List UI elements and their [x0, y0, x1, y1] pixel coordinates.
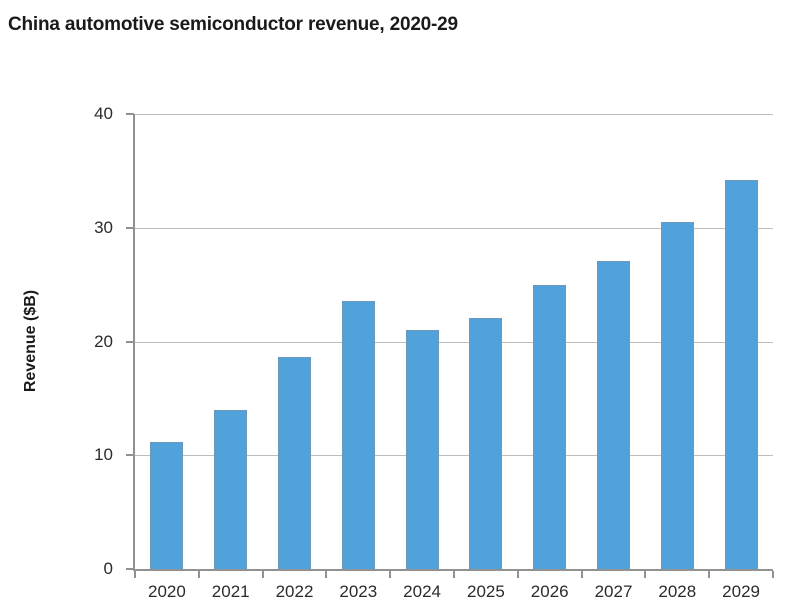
- x-tick-label-2024: 2024: [403, 582, 441, 601]
- x-tick-label-2026: 2026: [530, 582, 569, 601]
- gridline-20: [135, 341, 773, 343]
- bar-2024: [405, 330, 439, 569]
- y-tick-mark-40: [126, 113, 134, 115]
- bar-2021: [214, 409, 248, 570]
- bar-2020: [150, 441, 184, 569]
- bar-2023: [341, 300, 375, 569]
- gridline-30: [135, 227, 773, 229]
- y-tick-label-20: 20: [94, 331, 113, 351]
- x-tick-mark-5: [453, 571, 455, 578]
- gridline-40: [135, 114, 773, 115]
- bar-2022: [278, 357, 311, 569]
- y-axis-title: Revenue ($B): [22, 289, 39, 393]
- x-tick-mark-0: [134, 571, 136, 578]
- x-tick-mark-7: [580, 571, 583, 578]
- bar-2029: [724, 180, 758, 569]
- x-tick-label-2029: 2029: [722, 582, 760, 601]
- x-tick-mark-9: [708, 571, 711, 578]
- bar-2026: [533, 284, 567, 569]
- x-tick-label-2022: 2022: [275, 582, 314, 601]
- y-tick-mark-20: [126, 340, 134, 343]
- x-axis-line: [133, 569, 773, 571]
- chart-title: China automotive semiconductor revenue, …: [8, 14, 458, 35]
- y-tick-label-40: 40: [94, 104, 113, 123]
- x-tick-mark-6: [516, 571, 519, 578]
- x-tick-mark-4: [389, 571, 392, 578]
- y-tick-label-10: 10: [94, 445, 113, 465]
- y-tick-mark-10: [126, 454, 134, 457]
- bar-2027: [597, 260, 630, 569]
- x-tick-mark-10: [772, 571, 774, 578]
- x-tick-label-2020: 2020: [147, 582, 186, 601]
- y-tick-label-0: 0: [103, 559, 113, 578]
- bar-2025: [469, 317, 503, 569]
- x-tick-mark-1: [197, 571, 200, 578]
- gridline-10: [135, 455, 773, 457]
- x-tick-label-2027: 2027: [594, 582, 633, 601]
- x-tick-mark-3: [325, 571, 328, 578]
- x-tick-label-2028: 2028: [658, 582, 697, 601]
- x-tick-mark-8: [644, 571, 647, 578]
- x-tick-label-2023: 2023: [339, 582, 378, 601]
- x-tick-label-2021: 2021: [211, 582, 250, 601]
- bar-2028: [660, 222, 694, 569]
- x-tick-label-2025: 2025: [466, 582, 505, 601]
- y-tick-mark-0: [126, 568, 134, 570]
- y-tick-label-30: 30: [94, 217, 113, 237]
- y-axis-line: [133, 114, 135, 571]
- x-tick-mark-2: [261, 571, 264, 578]
- y-tick-mark-30: [126, 226, 134, 229]
